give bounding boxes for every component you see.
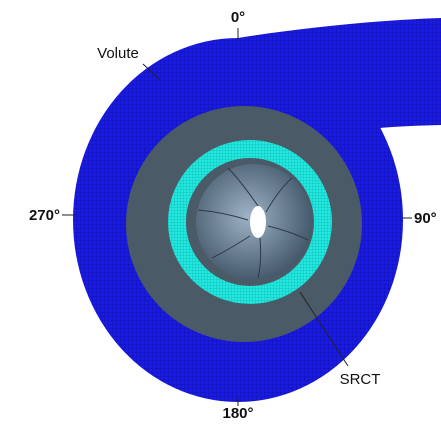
label-0: 0° bbox=[231, 9, 245, 26]
label-270: 270° bbox=[29, 207, 60, 224]
label-srct: SRCT bbox=[340, 371, 381, 388]
label-volute: Volute bbox=[97, 45, 139, 62]
page: {"labels": ["0°", "Volute", "270°", "90°… bbox=[0, 0, 441, 424]
label-180: 180° bbox=[222, 405, 253, 422]
impeller-eye bbox=[250, 206, 266, 238]
label-90: 90° bbox=[414, 210, 437, 227]
diagram: 0° Volute 270° 90° 180° SRCT bbox=[0, 0, 441, 424]
